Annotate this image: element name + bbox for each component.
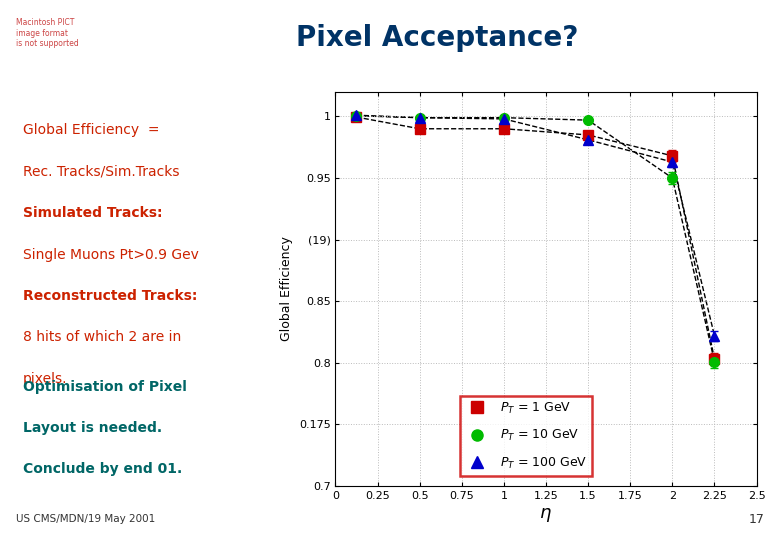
Text: Conclude by end 01.: Conclude by end 01. (23, 462, 183, 476)
Text: Global Efficiency  =: Global Efficiency = (23, 123, 159, 137)
Text: Pixel Acceptance?: Pixel Acceptance? (296, 24, 578, 52)
Text: Rec. Tracks/Sim.Tracks: Rec. Tracks/Sim.Tracks (23, 165, 179, 179)
Text: 17: 17 (749, 512, 764, 526)
Text: pixels.: pixels. (23, 372, 67, 386)
Text: Single Muons Pt>0.9 Gev: Single Muons Pt>0.9 Gev (23, 247, 199, 261)
Text: Simulated Tracks:: Simulated Tracks: (23, 206, 162, 220)
Text: Reconstructed Tracks:: Reconstructed Tracks: (23, 289, 197, 303)
Legend: $P_T$ = 1 GeV, $P_T$ = 10 GeV, $P_T$ = 100 GeV: $P_T$ = 1 GeV, $P_T$ = 10 GeV, $P_T$ = 1… (459, 395, 592, 476)
Y-axis label: Global Efficiency: Global Efficiency (280, 237, 293, 341)
Text: Layout is needed.: Layout is needed. (23, 421, 162, 435)
Text: 8 hits of which 2 are in: 8 hits of which 2 are in (23, 330, 181, 345)
X-axis label: η: η (541, 504, 551, 522)
Text: Macintosh PICT
image format
is not supported: Macintosh PICT image format is not suppo… (16, 18, 78, 48)
Text: US CMS/MDN/19 May 2001: US CMS/MDN/19 May 2001 (16, 514, 155, 524)
Text: Optimisation of Pixel: Optimisation of Pixel (23, 380, 186, 394)
